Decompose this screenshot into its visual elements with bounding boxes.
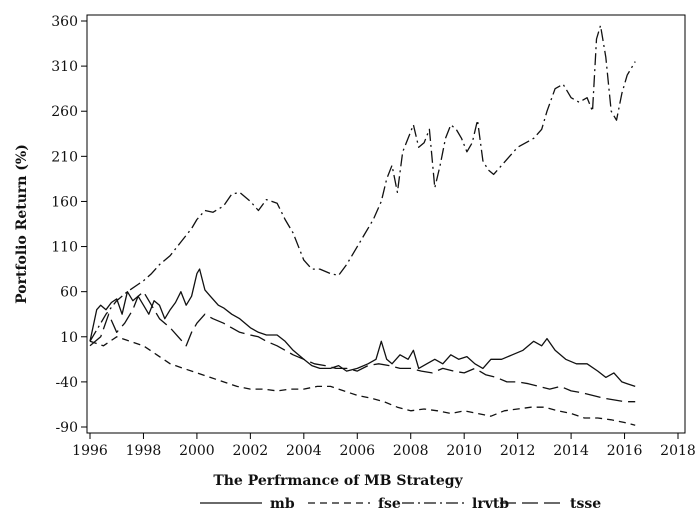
y-tick-label: 260 — [51, 104, 78, 120]
x-axis: 1996 1998 2000 2002 2004 2006 2008 2010 2012 2014… — [72, 433, 696, 459]
y-tick-label: 110 — [51, 240, 78, 256]
x-tick-label: 1998 — [126, 443, 162, 459]
y-tick-label: 310 — [51, 59, 78, 75]
series-line-fse — [89, 336, 636, 426]
x-tick-label: 2010 — [446, 443, 482, 459]
series-line-lrvtb — [89, 24, 636, 342]
x-tick-label: 2016 — [607, 443, 643, 459]
y-tick-label: 60 — [60, 285, 78, 301]
y-tick-label: 10 — [60, 330, 78, 346]
x-tick-label: 2004 — [286, 443, 322, 459]
y-tick-label: -90 — [55, 420, 78, 436]
series-line-mb — [89, 268, 636, 388]
y-axis-title: Portfolio Return (%) — [14, 144, 30, 304]
legend-label-lrvtb: lrvtb — [472, 496, 509, 512]
y-axis: -90 -40 10 60 110 160 210 260 310 360 — [51, 14, 87, 436]
x-tick-label: 2000 — [179, 443, 215, 459]
x-tick-label: 2002 — [233, 443, 269, 459]
x-tick-label: 2008 — [393, 443, 429, 459]
plot-frame — [86, 14, 686, 434]
x-tick-label: 2014 — [553, 443, 589, 459]
legend-label-fse: fse — [378, 496, 401, 512]
y-tick-label: 160 — [51, 194, 78, 210]
series-line-tsse — [89, 291, 636, 403]
x-tick-label: 1996 — [72, 443, 108, 459]
x-tick-label: 2018 — [660, 443, 696, 459]
x-tick-label: 2006 — [339, 443, 375, 459]
legend: mb fse lrvtb tsse — [200, 496, 601, 512]
y-tick-label: -40 — [55, 375, 78, 391]
x-tick-label: 2012 — [500, 443, 536, 459]
legend-label-tsse: tsse — [570, 496, 601, 512]
x-axis-title: The Perfrmance of MB Strategy — [213, 473, 463, 489]
y-tick-label: 210 — [51, 149, 78, 165]
y-tick-label: 360 — [51, 14, 78, 30]
series-lines — [89, 24, 636, 426]
legend-label-mb: mb — [270, 496, 295, 512]
